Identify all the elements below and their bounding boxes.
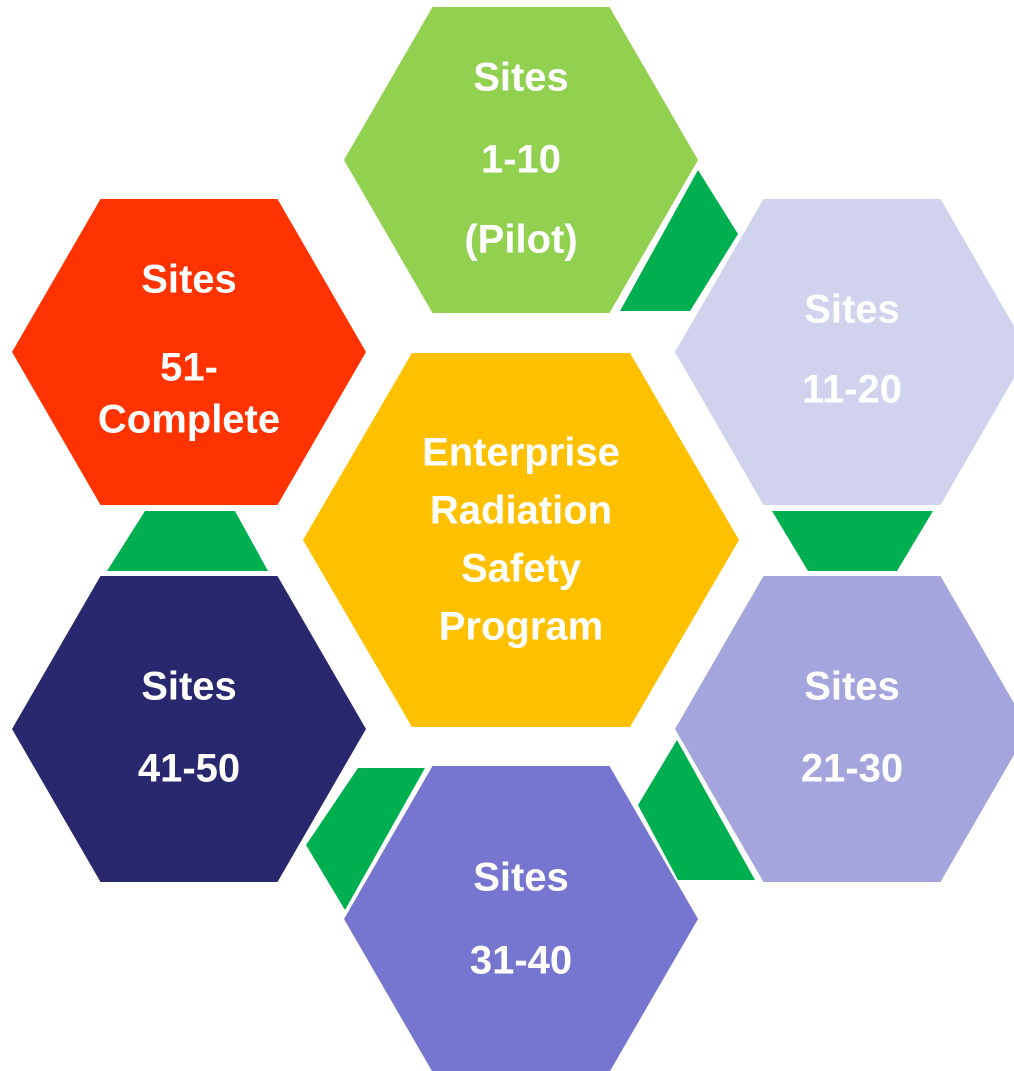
node-label: Sites	[141, 665, 237, 709]
connector	[620, 170, 738, 311]
hexagon	[344, 7, 698, 313]
hexagon	[303, 353, 739, 727]
node-label: Complete	[98, 398, 280, 442]
node-label: 1-10	[481, 138, 561, 182]
node-label: 51-	[160, 346, 218, 390]
node-label: (Pilot)	[464, 218, 577, 262]
hexagon	[675, 199, 1014, 505]
connector	[306, 768, 425, 910]
hexagon	[344, 766, 698, 1071]
node-label: Sites	[804, 665, 900, 709]
center-label: Program	[439, 605, 604, 649]
node-label: 41-50	[138, 747, 240, 791]
node-label: Sites	[473, 856, 569, 900]
center-label: Safety	[461, 547, 582, 591]
connector	[772, 511, 933, 571]
connector	[638, 740, 755, 880]
node-label: Sites	[141, 258, 237, 302]
connectors	[107, 170, 933, 910]
node-label: 11-20	[802, 368, 902, 412]
node-label: Sites	[473, 56, 569, 100]
connector	[107, 511, 268, 571]
node-label: 21-30	[801, 747, 903, 791]
center-label: Enterprise	[422, 431, 620, 475]
node-label: Sites	[804, 288, 900, 332]
hexagon	[12, 199, 366, 505]
center-label: Radiation	[430, 489, 612, 533]
hexagon	[12, 576, 366, 882]
node-label: 31-40	[470, 939, 572, 983]
hexagon	[675, 576, 1014, 882]
